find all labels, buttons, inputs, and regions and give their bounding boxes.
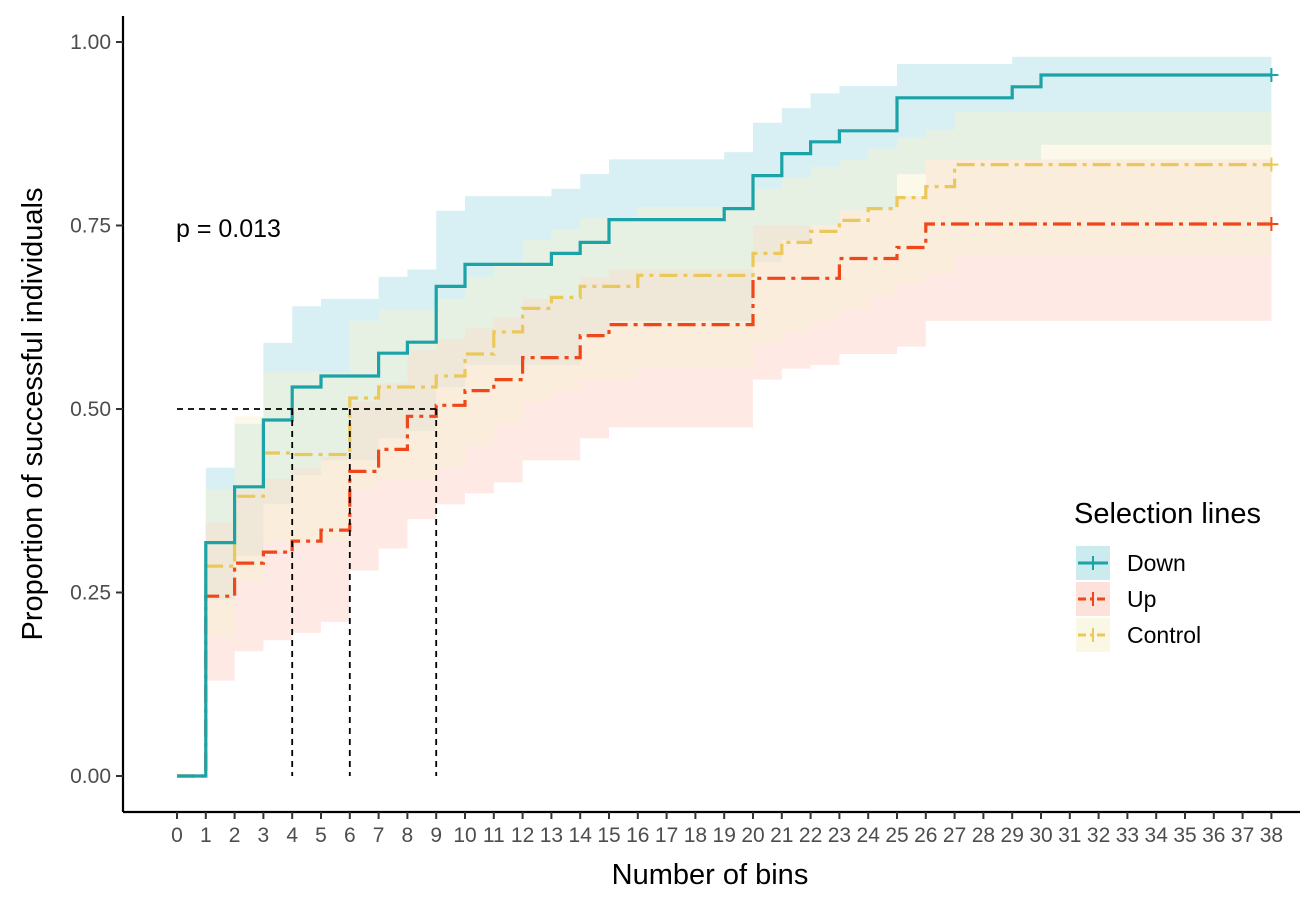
legend: Selection lines Down Up Control <box>1074 498 1261 652</box>
x-tick-label: 25 <box>885 824 908 847</box>
x-tick-label: 38 <box>1260 824 1283 847</box>
x-tick-label: 33 <box>1116 824 1139 847</box>
legend-label-control: Control <box>1127 622 1201 648</box>
x-tick-label: 26 <box>914 824 937 847</box>
x-tick-label: 14 <box>569 824 593 847</box>
x-tick-label: 23 <box>828 824 851 847</box>
x-tick-label: 16 <box>626 824 649 847</box>
curve-up <box>177 222 1272 778</box>
y-tick-label: 0.50 <box>70 398 111 421</box>
x-tick-label: 9 <box>430 824 442 847</box>
x-tick-label: 6 <box>344 824 356 847</box>
x-tick-label: 13 <box>540 824 563 847</box>
y-axis-title: Proportion of successful individuals <box>17 188 49 641</box>
y-tick-label: 0.25 <box>70 582 111 605</box>
x-tick-label: 22 <box>799 824 822 847</box>
x-tick-label: 31 <box>1058 824 1081 847</box>
x-tick-label: 19 <box>713 824 736 847</box>
legend-label-up: Up <box>1127 586 1156 612</box>
x-tick-label: 7 <box>373 824 385 847</box>
x-tick-label: 18 <box>684 824 707 847</box>
x-tick-label: 5 <box>315 824 327 847</box>
legend-label-down: Down <box>1127 550 1186 576</box>
y-tick-label: 0.00 <box>70 765 111 788</box>
x-tick-label: 30 <box>1029 824 1052 847</box>
x-tick-label: 11 <box>483 824 505 847</box>
x-tick-label: 35 <box>1173 824 1196 847</box>
x-tick-label: 8 <box>402 824 414 847</box>
legend-title: Selection lines <box>1074 498 1261 530</box>
x-tick-label: 0 <box>171 824 183 847</box>
axes: 0.000.250.500.751.000 1 2 3 4 5 6 7 8 9 10 11 12 13 14… <box>70 16 1300 847</box>
x-tick-label: 24 <box>857 824 881 847</box>
x-tick-label: 4 <box>286 824 298 847</box>
x-tick-label: 36 <box>1202 824 1225 847</box>
x-tick-label: 37 <box>1231 824 1254 847</box>
x-tick-label: 21 <box>770 824 793 847</box>
curve-down <box>177 73 1272 778</box>
x-tick-label: 10 <box>453 824 476 847</box>
band-up <box>177 159 1272 776</box>
x-tick-label: 17 <box>655 824 678 847</box>
y-tick-label: 0.75 <box>70 215 111 238</box>
x-tick-label: 28 <box>972 824 995 847</box>
confidence-bands <box>177 56 1272 776</box>
band-down <box>177 56 1272 776</box>
x-tick-label: 29 <box>1001 824 1024 847</box>
x-tick-label: 12 <box>511 824 534 847</box>
p-value-annotation: p = 0.013 <box>176 215 281 243</box>
x-tick-label: 27 <box>943 824 966 847</box>
x-tick-label: 3 <box>258 824 270 847</box>
censor-mark-up <box>1264 217 1279 232</box>
x-tick-label: 15 <box>597 824 620 847</box>
x-axis-title: Number of bins <box>612 859 809 891</box>
y-tick-label: 1.00 <box>70 31 111 54</box>
x-tick-label: 1 <box>200 824 212 847</box>
censor-mark-control <box>1264 157 1279 172</box>
band-control <box>177 111 1272 776</box>
x-tick-label: 20 <box>741 824 764 847</box>
x-tick-label: 2 <box>229 824 241 847</box>
curve-control <box>177 163 1272 778</box>
x-tick-label: 34 <box>1145 824 1169 847</box>
censor-mark-down <box>1264 68 1279 83</box>
x-tick-label: 32 <box>1087 824 1110 847</box>
survival-curves <box>177 68 1279 778</box>
